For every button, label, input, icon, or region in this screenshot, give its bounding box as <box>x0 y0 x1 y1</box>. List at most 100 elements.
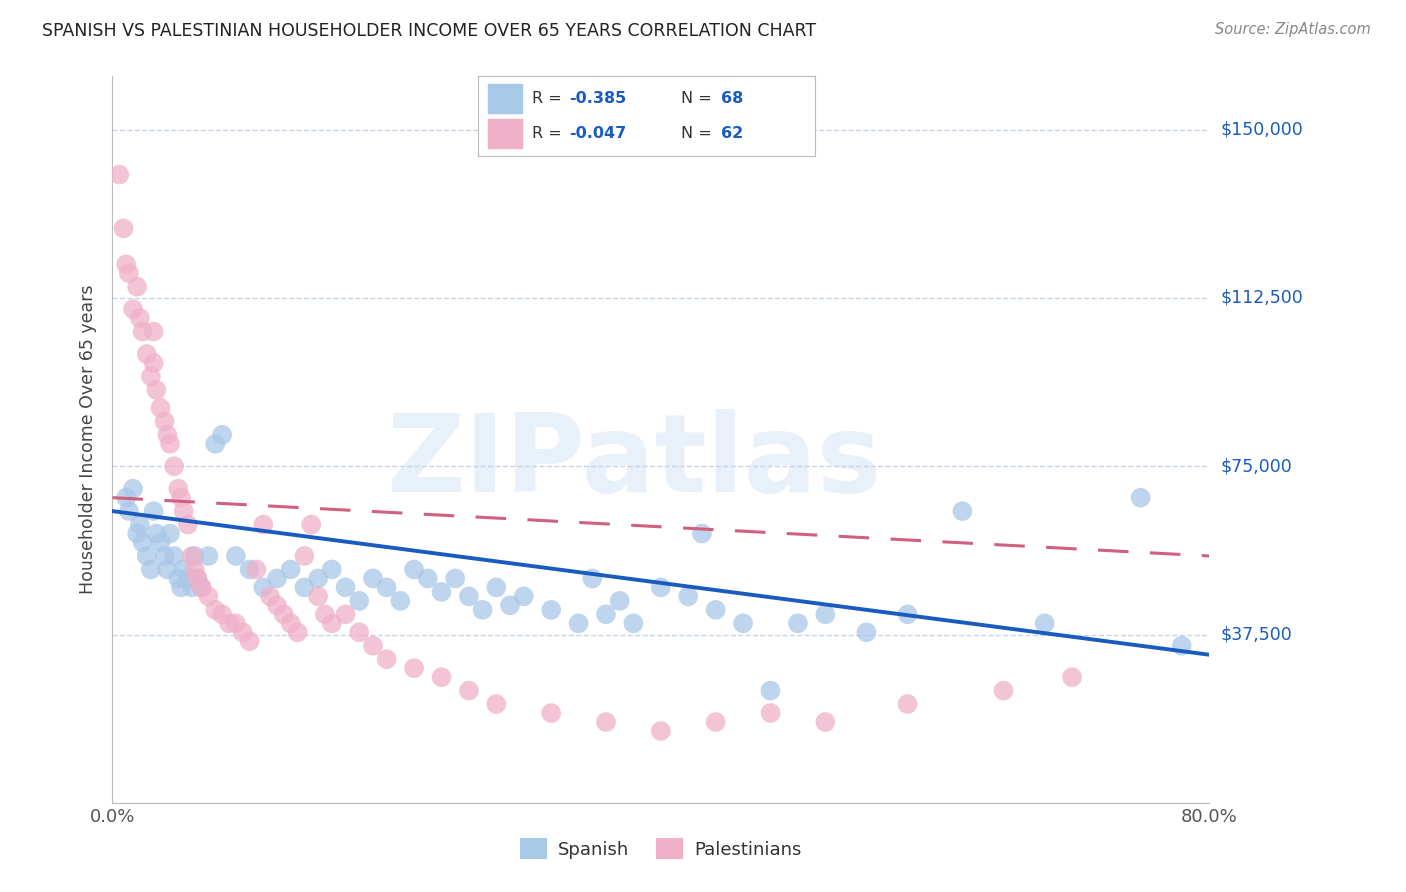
Point <box>499 599 522 613</box>
Point <box>163 549 186 563</box>
Point <box>299 517 322 532</box>
Point <box>897 697 920 711</box>
Point <box>183 562 207 576</box>
Point <box>540 603 562 617</box>
Point <box>361 571 384 585</box>
Point <box>197 590 219 604</box>
Point <box>190 581 212 595</box>
Text: 68: 68 <box>721 91 744 106</box>
Point <box>135 549 157 563</box>
Text: N =: N = <box>681 126 717 141</box>
Point <box>149 535 172 549</box>
Point <box>733 616 755 631</box>
Point <box>609 594 631 608</box>
Text: -0.385: -0.385 <box>569 91 627 106</box>
Point <box>252 581 274 595</box>
Point <box>321 562 343 576</box>
Point <box>314 607 336 622</box>
Text: $150,000: $150,000 <box>1220 120 1303 138</box>
Point <box>389 594 412 608</box>
Point <box>211 427 233 442</box>
Point <box>690 526 713 541</box>
Point <box>122 482 145 496</box>
Point <box>153 549 176 563</box>
Point <box>145 383 167 397</box>
Point <box>568 616 591 631</box>
Point <box>621 616 644 631</box>
Point <box>139 369 162 384</box>
Text: 62: 62 <box>721 126 744 141</box>
Point <box>704 603 727 617</box>
Point <box>458 683 481 698</box>
Point <box>280 616 302 631</box>
Point <box>153 414 176 428</box>
Point <box>375 581 398 595</box>
Point <box>177 571 200 585</box>
Point <box>204 437 226 451</box>
Point <box>163 459 186 474</box>
Point <box>112 221 135 235</box>
Bar <box>488 120 522 148</box>
Point <box>404 661 426 675</box>
Point <box>444 571 467 585</box>
Point <box>280 562 302 576</box>
Point <box>245 562 267 576</box>
Point <box>139 562 162 576</box>
Point <box>335 607 357 622</box>
Point <box>595 607 617 622</box>
Point <box>897 607 920 622</box>
Point <box>581 571 603 585</box>
Point <box>108 168 131 182</box>
Text: ZIPatlas: ZIPatlas <box>385 409 882 515</box>
Point <box>287 625 309 640</box>
Point <box>430 670 453 684</box>
Point <box>127 526 149 541</box>
Point <box>186 571 208 585</box>
Point <box>595 714 617 729</box>
Point <box>225 616 247 631</box>
Point <box>232 625 254 640</box>
Point <box>173 504 195 518</box>
Point <box>349 594 371 608</box>
Point <box>177 517 200 532</box>
Point <box>321 616 343 631</box>
Point <box>292 549 315 563</box>
Point <box>170 581 193 595</box>
Point <box>814 607 837 622</box>
Point <box>239 562 262 576</box>
Point <box>335 581 357 595</box>
Point <box>118 266 141 280</box>
Text: Source: ZipAtlas.com: Source: ZipAtlas.com <box>1215 22 1371 37</box>
Point <box>149 401 172 415</box>
Point <box>156 562 179 576</box>
Point <box>239 634 262 648</box>
Point <box>375 652 398 666</box>
Point <box>266 599 288 613</box>
Point <box>485 581 508 595</box>
Point <box>142 504 165 518</box>
Point <box>118 504 141 518</box>
Point <box>115 257 138 271</box>
Point <box>416 571 439 585</box>
Point <box>993 683 1015 698</box>
Text: R =: R = <box>531 91 567 106</box>
Point <box>129 517 152 532</box>
Point <box>190 581 212 595</box>
Point <box>159 526 181 541</box>
Point <box>404 562 426 576</box>
Point <box>1171 639 1194 653</box>
Point <box>252 517 274 532</box>
Point <box>115 491 138 505</box>
Point <box>181 581 204 595</box>
Point <box>759 683 782 698</box>
Point <box>131 325 153 339</box>
Point <box>292 581 315 595</box>
Point <box>814 714 837 729</box>
Point <box>952 504 974 518</box>
Point <box>1033 616 1056 631</box>
Point <box>122 302 145 317</box>
Point <box>513 590 536 604</box>
Point <box>204 603 226 617</box>
Point <box>650 581 672 595</box>
Point <box>181 549 204 563</box>
